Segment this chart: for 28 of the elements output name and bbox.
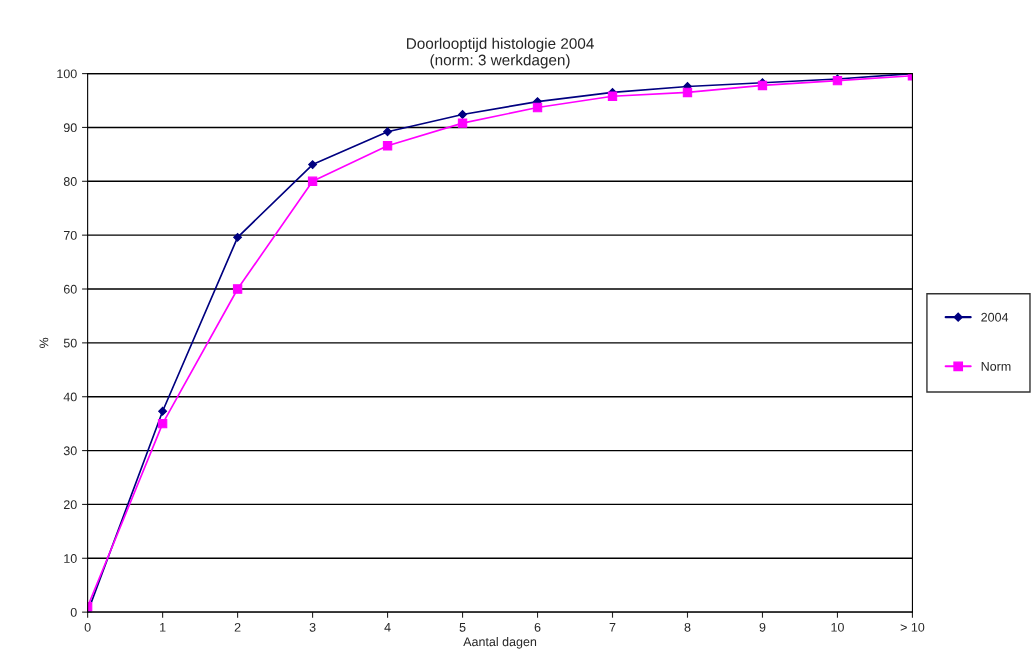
y-tick-label: 70	[63, 230, 77, 240]
y-tick-label: 40	[63, 392, 77, 402]
x-axis-title: Aantal dagen	[463, 636, 537, 649]
y-tick-label: 100	[57, 69, 77, 79]
x-tick-label: 5	[459, 623, 466, 632]
x-tick-label: 7	[609, 623, 616, 632]
y-tick-label: 50	[63, 338, 77, 348]
x-tick-label: 10	[831, 622, 844, 632]
y-tick-label: 0	[70, 607, 77, 617]
legend-label: Norm	[981, 362, 1011, 371]
legend-label: 2004	[981, 312, 1009, 322]
y-tick-label: 30	[63, 446, 77, 456]
x-tick-label: 4	[384, 623, 391, 632]
x-tick-label: 6	[534, 622, 541, 632]
y-tick-label: 10	[64, 554, 77, 563]
x-tick-label: 3	[309, 622, 316, 632]
chart-title: Doorlooptijd histologie 2004 (norm: 3 werkdagen)	[407, 37, 594, 69]
x-tick-label: 0	[84, 622, 91, 632]
y-tick-label: 20	[63, 500, 77, 510]
y-tick-label: 90	[63, 123, 77, 133]
x-tick-label: 1	[160, 623, 166, 632]
y-tick-label: 60	[63, 284, 77, 294]
y-axis-title: %	[39, 337, 49, 348]
y-tick-label: 80	[63, 177, 77, 186]
x-tick-label: 8	[684, 622, 691, 632]
x-tick-label: 9	[759, 622, 766, 632]
x-tick-label: 2	[234, 622, 241, 632]
x-tick-label: > 10	[900, 622, 925, 632]
